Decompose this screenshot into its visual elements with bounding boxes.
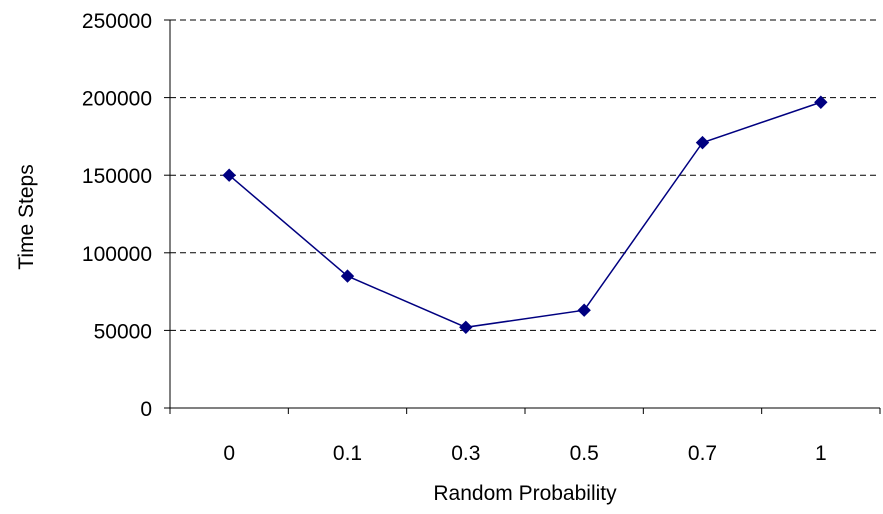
y-tick-label: 0 — [140, 398, 152, 421]
data-point-marker — [695, 135, 710, 150]
x-tick-label: 0.7 — [688, 442, 717, 465]
grid-lines — [170, 19, 880, 331]
x-tick-label: 1 — [815, 442, 827, 465]
x-tick-label: 0.1 — [333, 442, 362, 465]
data-point-marker — [459, 320, 473, 335]
y-tick-label: 100000 — [82, 243, 152, 266]
x-tick-label: 0.5 — [570, 442, 599, 465]
y-tick-label: 150000 — [82, 165, 152, 188]
y-tick-label: 50000 — [94, 320, 152, 343]
tick-labels: 0 50000 100000 150000 200000 250000 0 0.1 0.3 0.5… — [82, 10, 827, 465]
series-line — [228, 101, 822, 329]
data-point-marker — [222, 168, 236, 182]
x-tick-label: 0 — [223, 442, 235, 465]
y-axis-title: Time Steps — [15, 164, 38, 269]
y-tick-label: 250000 — [82, 10, 152, 33]
data-point-marker — [577, 303, 591, 317]
x-axis-title: Random Probability — [433, 482, 617, 505]
y-tick-label: 200000 — [82, 88, 152, 111]
axes — [164, 19, 881, 414]
data-point-marker — [814, 95, 828, 109]
data-point-marker — [340, 269, 355, 283]
series-layer — [222, 95, 828, 335]
x-tick-label: 0.3 — [451, 442, 480, 465]
